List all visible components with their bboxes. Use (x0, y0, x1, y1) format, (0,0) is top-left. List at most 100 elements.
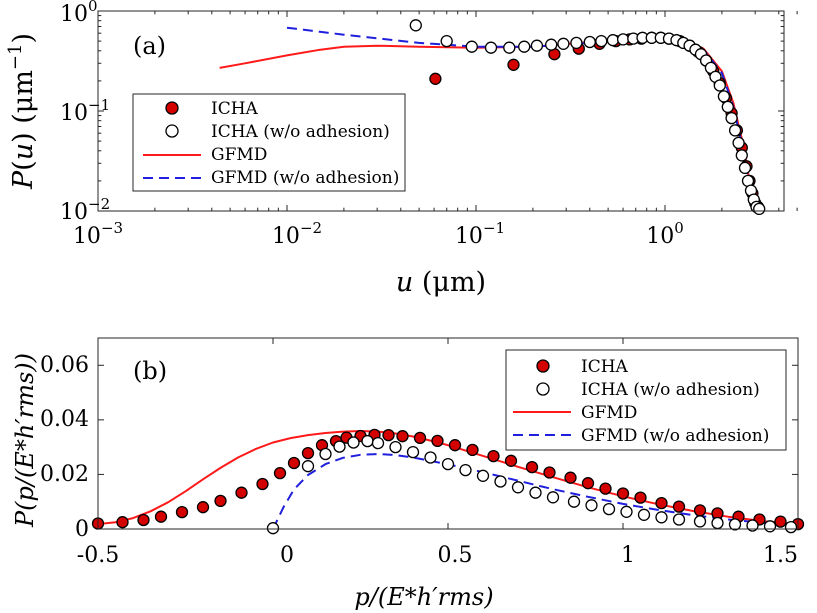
panel-b-xtick-label: 1.5 (763, 543, 798, 568)
data-point-icha (154, 510, 168, 523)
legend-label-icha-no-adhesion: ICHA (w/o adhesion) (581, 380, 760, 400)
panel-a-xlabel: u (μm) (396, 267, 486, 298)
data-point-icha-w-o-adhesion (545, 38, 558, 51)
data-point-icha (693, 504, 707, 517)
panel-b-ytick-label: 0.04 (40, 407, 89, 432)
data-point-icha (413, 431, 427, 445)
legend-label-icha-no-adhesion: ICHA (w/o adhesion) (211, 122, 390, 142)
data-point-icha-w-o-adhesion (530, 39, 544, 52)
data-point-icha-w-o-adhesion (484, 41, 498, 54)
legend-marker-icha (165, 101, 179, 115)
panel-a-legend: ICHA ICHA (w/o adhesion) GFMD GFMD (w/o … (132, 93, 406, 192)
panel-b-xtick-label: 0.5 (438, 543, 473, 568)
data-point-icha-w-o-adhesion (476, 469, 490, 482)
data-point-icha (616, 487, 630, 500)
data-point-icha-w-o-adhesion (637, 508, 651, 521)
data-point-icha (448, 439, 462, 452)
data-point-icha-w-o-adhesion (389, 440, 402, 454)
data-point-icha-w-o-adhesion (347, 436, 360, 449)
data-point-icha-w-o-adhesion (585, 499, 598, 512)
data-point-icha-w-o-adhesion (441, 457, 455, 471)
data-point-icha-w-o-adhesion (728, 518, 742, 531)
data-point-icha (581, 477, 595, 490)
data-point-icha-w-o-adhesion (595, 34, 608, 48)
data-point-icha (382, 428, 395, 442)
panel-a-legend-box (132, 93, 406, 192)
panel-a-ytick-label: 10−2 (60, 195, 110, 225)
data-point-icha-w-o-adhesion (620, 505, 633, 518)
data-point-icha (301, 446, 315, 460)
legend-label-icha: ICHA (211, 99, 259, 119)
panel-b-ytick-label: 0.02 (40, 462, 89, 487)
data-point-icha (774, 515, 787, 528)
panel-a-xtick-label: 100 (646, 219, 684, 249)
panel-a-xtick-label: 10−1 (455, 219, 505, 249)
panel-a-xtick-label: 10−3 (73, 219, 123, 249)
data-point-icha (256, 477, 269, 491)
data-point-icha-w-o-adhesion (713, 79, 726, 92)
panel-a-markers (409, 19, 766, 216)
data-point-icha-w-o-adhesion (606, 34, 620, 47)
data-point-icha-w-o-adhesion (371, 436, 385, 450)
data-point-icha (175, 505, 189, 519)
data-point-icha-w-o-adhesion (735, 149, 748, 162)
panel-a-label: (a) (133, 32, 166, 60)
panel-b-ytick-label: 0.06 (40, 353, 89, 378)
panel-a-ylabel: P(u) (μm−1) (5, 33, 39, 190)
data-point-icha-w-o-adhesion (693, 515, 707, 528)
data-point-icha (507, 58, 520, 71)
panel-b-frame (97, 337, 799, 530)
data-point-icha (487, 449, 500, 463)
data-point-icha-w-o-adhesion (319, 447, 332, 461)
panel-b-legend: ICHA ICHA (w/o adhesion) GFMD GFMD (w/o … (505, 349, 787, 451)
data-point-icha-w-o-adhesion (784, 520, 798, 534)
data-point-icha-w-o-adhesion (738, 161, 752, 175)
legend-marker-icha-no-adhesion (165, 124, 179, 138)
data-point-icha-w-o-adhesion (717, 90, 731, 103)
data-point-icha-w-o-adhesion (406, 445, 420, 459)
data-point-icha-w-o-adhesion (728, 124, 742, 137)
data-point-icha-w-o-adhesion (424, 451, 437, 464)
data-point-icha (137, 513, 150, 527)
panel-b-markers (91, 428, 805, 535)
legend-label-gfmd: GFMD (581, 403, 637, 423)
panel-b-ylabel: P(p/(E*h′rms)) (11, 353, 39, 528)
data-point-icha-w-o-adhesion (655, 511, 668, 524)
panel-a-frame (97, 10, 785, 212)
data-point-icha (599, 482, 612, 495)
data-point-icha (431, 434, 444, 448)
panel-b-xtick-label: 1 (621, 543, 635, 568)
legend-marker-icha-no-adhesion (536, 382, 550, 396)
data-point-icha-w-o-adhesion (518, 40, 531, 53)
data-point-icha-w-o-adhesion (361, 434, 374, 448)
panel-b-xtick-label: -0.5 (77, 543, 119, 568)
data-point-icha (235, 486, 248, 499)
data-point-icha-w-o-adhesion (711, 516, 724, 530)
data-point-icha-w-o-adhesion (602, 502, 616, 516)
data-point-icha-w-o-adhesion (494, 475, 507, 488)
data-point-icha-w-o-adhesion (616, 33, 630, 46)
data-point-icha-w-o-adhesion (672, 513, 686, 526)
legend-label-gfmd-no-adhesion: GFMD (w/o adhesion) (211, 168, 399, 188)
data-point-icha (543, 466, 556, 479)
data-point-icha (504, 454, 518, 467)
data-point-icha-w-o-adhesion (557, 37, 570, 50)
panel-b-legend-box (505, 349, 787, 451)
legend-label-icha: ICHA (581, 357, 629, 377)
data-point-icha-w-o-adhesion (570, 36, 583, 50)
data-point-icha-w-o-adhesion (583, 35, 596, 49)
data-point-icha-w-o-adhesion (529, 486, 542, 499)
data-point-icha-w-o-adhesion (567, 495, 581, 508)
data-point-icha-w-o-adhesion (459, 463, 472, 477)
data-point-icha-w-o-adhesion (266, 522, 280, 535)
data-point-icha-w-o-adhesion (465, 40, 478, 53)
legend-label-gfmd-no-adhesion: GFMD (w/o adhesion) (581, 426, 769, 446)
data-point-icha (429, 72, 442, 85)
data-point-icha-w-o-adhesion (763, 520, 777, 533)
legend-label-gfmd: GFMD (211, 145, 267, 165)
data-point-icha (655, 496, 668, 510)
data-point-icha-w-o-adhesion (753, 202, 766, 216)
panel-b-xtick-label: 0 (280, 543, 294, 568)
data-point-icha-w-o-adhesion (301, 460, 315, 473)
panel-b-label: (b) (133, 357, 167, 385)
